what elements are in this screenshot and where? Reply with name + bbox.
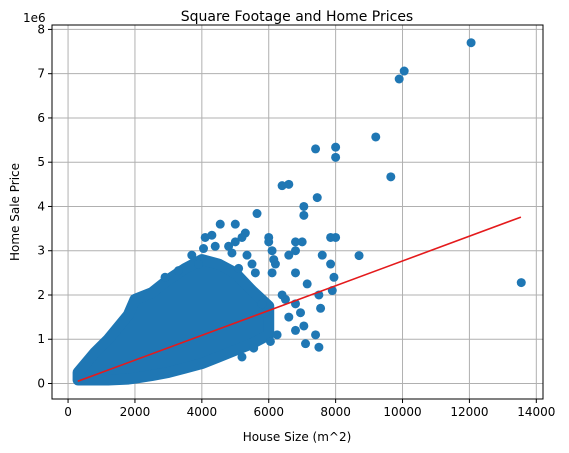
scatter-point: [280, 294, 290, 304]
scatter-point: [210, 241, 220, 251]
scatter-point: [466, 38, 476, 48]
scatter-point: [299, 210, 309, 220]
scatter-point: [267, 268, 277, 278]
scatter-point: [237, 352, 247, 362]
x-tick-label: 0: [64, 405, 72, 419]
scatter-point: [269, 255, 279, 265]
scatter-point: [331, 142, 341, 152]
scatter-point: [234, 263, 244, 273]
scatter-point: [331, 232, 341, 242]
x-axis-ticks: 0 2000 4000 6000 8000 10000 12000 14000: [64, 399, 555, 419]
dense-cloud-area: [72, 254, 275, 386]
x-tick-label: 8000: [320, 405, 351, 419]
x-tick-label: 6000: [253, 405, 284, 419]
y-tick-label: 0: [37, 377, 45, 391]
scatter-points: [160, 38, 526, 362]
regression-line-group: [77, 216, 522, 383]
scatter-point: [290, 325, 300, 335]
y-tick-label: 1: [37, 332, 45, 346]
scatter-point: [290, 237, 300, 247]
y-tick-label: 5: [37, 155, 45, 169]
scatter-point: [516, 278, 526, 288]
scatter-point: [247, 259, 257, 269]
scatter-point: [371, 132, 381, 142]
scatter-point: [215, 219, 225, 229]
x-tick-label: 12000: [450, 405, 488, 419]
y-tick-label: 2: [37, 288, 45, 302]
scatter-point: [386, 172, 396, 182]
scatter-point: [249, 343, 259, 353]
plot-frame: [51, 24, 544, 400]
scatter-point: [301, 339, 311, 349]
scatter-point: [314, 342, 324, 352]
scatter-point: [224, 241, 234, 251]
x-tick-label: 10000: [383, 405, 421, 419]
scatter-point: [331, 152, 341, 162]
scatter-point: [329, 272, 339, 282]
scatter-point: [394, 74, 404, 84]
x-tick-label: 4000: [187, 405, 218, 419]
scatter-point: [311, 144, 321, 154]
scatter-point: [237, 232, 247, 242]
y-tick-label: 7: [37, 67, 45, 81]
scatter-point: [200, 232, 210, 242]
y-axis-ticks: 0 1 2 3 4 5 6 7 8: [37, 22, 52, 391]
y-tick-label: 4: [37, 199, 45, 213]
scatter-point: [193, 259, 203, 269]
scatter-point: [252, 209, 262, 219]
x-tick-label: 2000: [120, 405, 151, 419]
scatter-point: [311, 330, 321, 340]
scatter-point: [290, 246, 300, 256]
scatter-point: [160, 272, 170, 282]
scatter-point: [227, 248, 237, 258]
scatter-point: [284, 250, 294, 260]
regression-line: [77, 216, 522, 383]
scatter-point: [272, 330, 282, 340]
scatter-point: [284, 312, 294, 322]
scatter-point: [277, 181, 287, 191]
scatter-point: [199, 244, 209, 254]
scatter-point: [326, 259, 336, 269]
y-tick-label: 3: [37, 244, 45, 258]
scatter-point: [297, 237, 307, 247]
scatter-point: [267, 246, 277, 256]
scatter-point: [230, 237, 240, 247]
scatter-point: [230, 219, 240, 229]
scatter-point: [242, 250, 252, 260]
scatter-point: [284, 179, 294, 189]
scatter-point: [296, 308, 306, 318]
dense-point-cloud: [72, 254, 275, 386]
scatter-point: [264, 237, 274, 247]
scatter-point: [302, 279, 312, 289]
scatter-point: [257, 299, 267, 309]
x-tick-label: 14000: [517, 405, 555, 419]
y-tick-label: 8: [37, 22, 45, 36]
scatter-point: [290, 268, 300, 278]
scatter-point: [299, 201, 309, 211]
scatter-point: [173, 266, 183, 276]
scatter-point: [316, 303, 326, 313]
y-offset-label: 1e6: [23, 11, 46, 25]
scatter-point: [250, 268, 260, 278]
y-tick-label: 6: [37, 111, 45, 125]
scatter-point: [299, 321, 309, 331]
y-axis-label: Home Sale Price: [8, 163, 22, 261]
scatter-point: [312, 193, 322, 203]
x-axis-label: House Size (m^2): [243, 430, 352, 444]
chart-title: Square Footage and Home Prices: [181, 9, 413, 25]
scatter-point: [354, 251, 364, 261]
scatter-point: [187, 250, 197, 260]
scatter-point: [399, 66, 409, 76]
scatter-point: [265, 336, 275, 346]
scatter-point: [317, 250, 327, 260]
